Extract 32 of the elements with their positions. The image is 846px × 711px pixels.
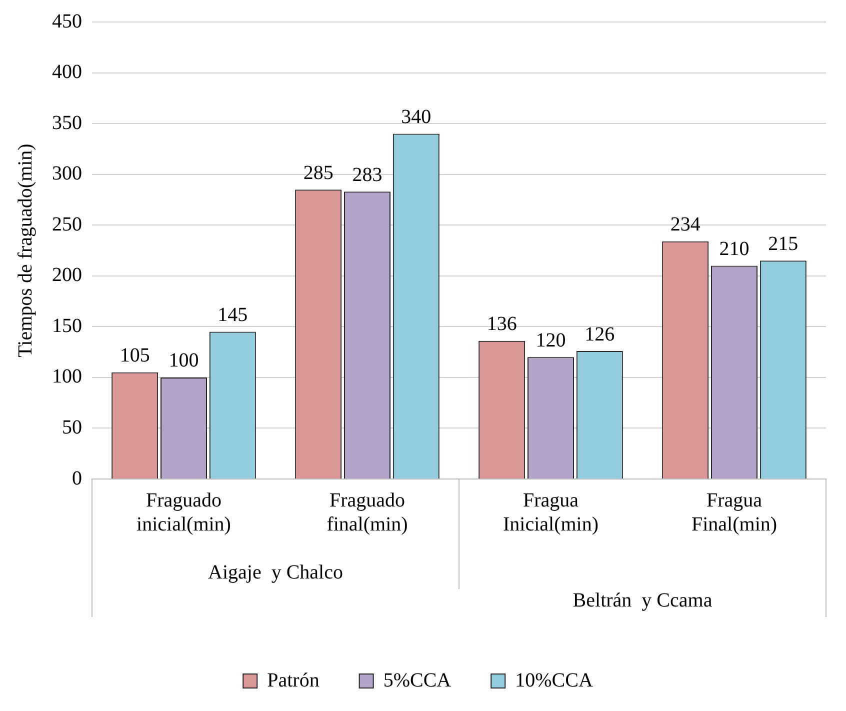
data-label: 126	[584, 323, 615, 346]
x-tick-label: Fragua Inicial(min)	[502, 489, 599, 536]
data-label: 100	[168, 350, 199, 372]
y-tick-label: 450	[52, 10, 82, 32]
data-label: 120	[536, 329, 566, 352]
text: Aigaje y Chalco	[208, 561, 343, 584]
data-label: 283	[352, 164, 382, 186]
data-label: 234	[670, 214, 700, 236]
text: Beltrán y Ccama	[572, 589, 712, 612]
data-label: 340	[401, 106, 432, 128]
y-tick-label: 350	[52, 112, 82, 134]
data-label: 210	[719, 238, 750, 260]
y-tick-label: 50	[62, 416, 82, 438]
data-label: 215	[768, 232, 798, 255]
legend-label: 5%CCA	[383, 669, 452, 692]
x-tick-label: Fraguado inicial(min)	[136, 489, 231, 536]
legend-label: 10%CCA	[515, 669, 594, 692]
data-label: 285	[303, 162, 334, 184]
y-tick-label: 0	[72, 467, 82, 490]
y-tick-label: 400	[52, 61, 82, 84]
data-label: 105	[120, 344, 150, 367]
x-tick-label: Fraguado final(min)	[326, 489, 408, 536]
y-tick-label: 100	[52, 366, 82, 388]
data-label: 136	[486, 313, 517, 336]
y-tick-label: 250	[52, 213, 82, 236]
legend-label: Patrón	[267, 669, 320, 692]
x-tick-label: Fragua Final(min)	[691, 489, 778, 536]
y-tick-label: 150	[52, 314, 82, 337]
y-axis-title: Tiempos de fraguado(min)	[14, 144, 36, 358]
y-tick-label: 200	[52, 264, 82, 286]
data-label: 145	[218, 304, 248, 326]
y-tick-label: 300	[52, 162, 82, 185]
